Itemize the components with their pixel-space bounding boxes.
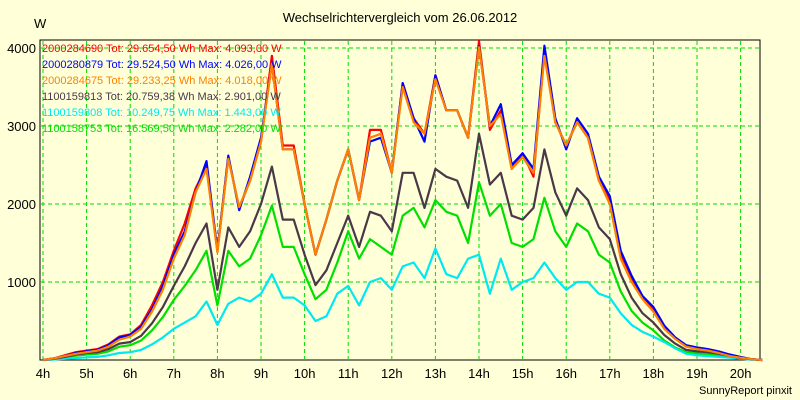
legend-entry: 2000284690 Tot: 29.654,50 Wh Max: 4.093,… [42,43,282,55]
legend-entry: 1100158753 Tot: 16.569,50 Wh Max: 2.282,… [42,123,281,135]
x-tick-label: 11h [338,366,359,381]
legend-entry: 1100159808 Tot: 10.249,75 Wh Max: 1.443,… [42,107,281,119]
x-tick-label: 15h [512,366,534,381]
legend-entry: 2000284675 Tot: 29.233,25 Wh Max: 4.018,… [42,75,282,87]
x-tick-label: 5h [79,366,93,381]
series-line-2000280879 [42,44,763,362]
legend: 2000284690 Tot: 29.654,50 Wh Max: 4.093,… [42,41,282,137]
x-tick-label: 14h [468,366,490,381]
x-tick-label: 6h [123,366,137,381]
x-tick-label: 12h [381,366,403,381]
x-tick-label: 7h [167,366,181,381]
y-tick-label: 2000 [7,197,36,212]
y-tick-label: 3000 [7,119,36,134]
y-axis-label: W [34,16,47,31]
x-tick-label: 20h [730,366,752,381]
footer-credit: SunnyReport pinxit [699,385,792,397]
x-tick-label: 4h [36,366,50,381]
plot-area [39,39,761,361]
series-line-1100158753 [42,181,763,362]
x-tick-label: 16h [555,366,577,381]
x-tick-label: 8h [210,366,224,381]
x-tick-label: 18h [643,366,665,381]
legend-entry: 1100159813 Tot: 20.759,38 Wh Max: 2.901,… [42,91,281,103]
x-tick-label: 17h [599,366,621,381]
x-tick-label: 13h [425,366,447,381]
series-line-1100159813 [42,132,763,362]
y-tick-label: 1000 [7,275,36,290]
x-tick-label: 10h [294,366,316,381]
x-tick-label: 9h [254,366,268,381]
y-tick-label: 4000 [7,41,36,56]
legend-entry: 2000280879 Tot: 29.524,50 Wh Max: 4.026,… [42,59,282,71]
chart-title: Wechselrichtervergleich vom 26.06.2012 [282,10,518,25]
x-tick-label: 19h [686,366,708,381]
series-line-2000284675 [42,46,763,362]
series-line-1100159808 [42,247,763,362]
